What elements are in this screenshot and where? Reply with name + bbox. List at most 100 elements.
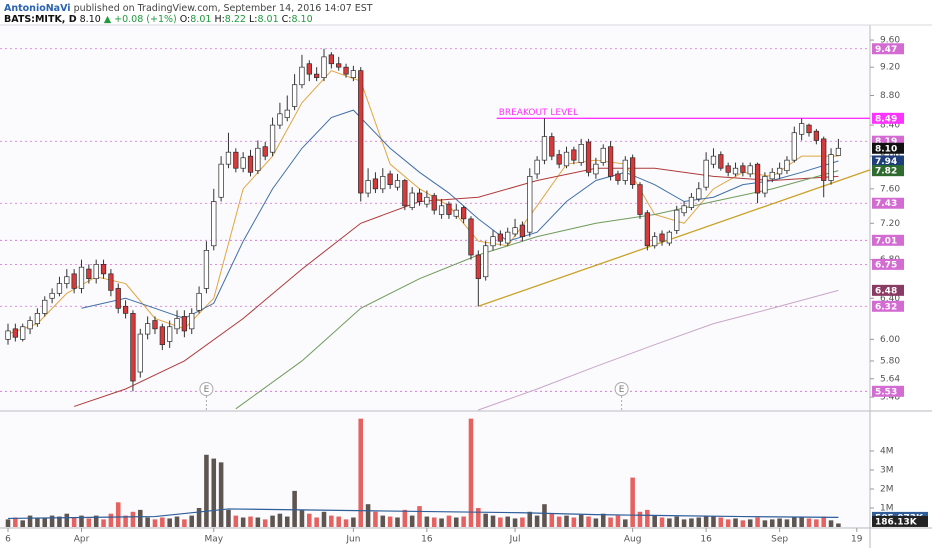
volume-bar	[564, 515, 569, 527]
volume-pane	[0, 412, 870, 528]
candle-body	[483, 245, 489, 278]
volume-bar	[608, 517, 613, 527]
volume-bar	[615, 515, 621, 527]
candle-body	[497, 233, 503, 242]
volume-bar	[777, 518, 782, 527]
volume-bar	[417, 506, 422, 527]
volume-bar	[255, 517, 261, 527]
x-tick-label: May	[204, 535, 223, 545]
volume-bar	[321, 511, 327, 527]
volume-average	[8, 508, 839, 520]
x-tick-label: Sep	[771, 535, 788, 545]
candle-body	[299, 66, 305, 86]
candle-body	[56, 283, 63, 294]
volume-bar	[79, 515, 84, 527]
level-badge-bg	[872, 43, 904, 55]
y-tick-label: 8.40	[880, 121, 900, 131]
level-badge: 6.32	[875, 302, 897, 312]
candle-body	[776, 167, 783, 175]
volume-bar	[115, 502, 121, 527]
candle-body	[189, 313, 195, 330]
moving-average	[478, 289, 839, 411]
volume-bar	[130, 511, 136, 527]
volume-bar	[5, 519, 11, 527]
candle-body	[78, 266, 85, 289]
volume-bar	[520, 517, 525, 527]
candle-body	[681, 205, 687, 214]
candle-body	[615, 173, 621, 181]
candle-body	[42, 299, 48, 314]
volume-bar	[402, 509, 408, 527]
quote-part: 8.10	[291, 14, 312, 25]
volume-bar	[674, 516, 680, 527]
candle-body	[269, 124, 276, 153]
last-price-badge-bg	[872, 142, 904, 154]
candle-body	[86, 268, 92, 280]
candle-body	[821, 138, 827, 181]
candle-body	[152, 320, 158, 330]
candle-body	[328, 54, 334, 65]
candle-body	[659, 233, 665, 242]
volume-bar	[505, 516, 510, 527]
earnings-marker	[614, 382, 629, 396]
candle-body	[446, 203, 452, 215]
candle-body	[505, 231, 511, 244]
volume-bar	[821, 516, 826, 527]
candle-body	[108, 273, 114, 291]
y-tick-label: 7.60	[880, 184, 900, 194]
volume-bar	[189, 515, 195, 527]
candle-body	[784, 159, 790, 172]
level-badge-bg	[872, 197, 904, 209]
volume-bar	[93, 515, 99, 527]
volume-bar	[637, 511, 643, 527]
candle-body	[799, 123, 805, 135]
ma-badge: 6.48	[875, 286, 897, 296]
candle-body	[255, 147, 261, 172]
candle-body	[277, 113, 283, 126]
y-tick-label: 6.00	[880, 335, 900, 345]
volume-bar	[270, 515, 275, 527]
volume-bar	[468, 418, 474, 527]
volume-bar	[725, 519, 731, 527]
candle-body	[453, 209, 459, 217]
candle-body	[769, 171, 775, 180]
y-tick-label: 5.64	[880, 374, 900, 384]
volume-last-badge-bg	[872, 515, 928, 527]
candle-body	[174, 318, 180, 330]
candle-body	[71, 273, 77, 289]
quote-part: 8.01	[190, 14, 211, 25]
candle-body	[828, 154, 834, 181]
volume-bar	[630, 477, 635, 527]
earnings-label: E	[204, 385, 210, 395]
candle-body	[211, 201, 217, 247]
volume-bar	[49, 515, 55, 527]
volume-bar	[542, 504, 547, 527]
candle-body	[262, 146, 268, 157]
ma-badge: 7.94	[875, 157, 897, 167]
quote-part: O:	[180, 14, 191, 25]
candle-body	[122, 305, 129, 314]
volume-bar	[755, 517, 760, 527]
volume-bar	[784, 519, 790, 527]
candle-body	[710, 155, 717, 165]
candle-body	[813, 130, 819, 141]
volume-bar	[549, 513, 555, 527]
level-badge: 5.53	[875, 387, 897, 397]
candle-body	[365, 180, 371, 194]
y-tick-label: 7.20	[880, 219, 900, 229]
volume-bar	[101, 519, 106, 527]
volume-tick-label: 3M	[880, 465, 894, 475]
volume-bar	[667, 518, 672, 527]
candle-body	[622, 159, 628, 181]
candle-body	[343, 66, 349, 75]
ma-badge: 7.82	[875, 167, 897, 177]
candle-body	[688, 196, 695, 208]
level-badge: 7.43	[875, 199, 897, 209]
volume-bar	[226, 509, 231, 527]
candle-body	[402, 180, 408, 207]
volume-bar	[35, 517, 40, 527]
plot: 9.609.208.808.408.007.607.206.806.406.00…	[0, 36, 928, 545]
candle-body	[475, 254, 481, 280]
volume-bar	[71, 517, 77, 527]
candle-body	[754, 163, 761, 194]
